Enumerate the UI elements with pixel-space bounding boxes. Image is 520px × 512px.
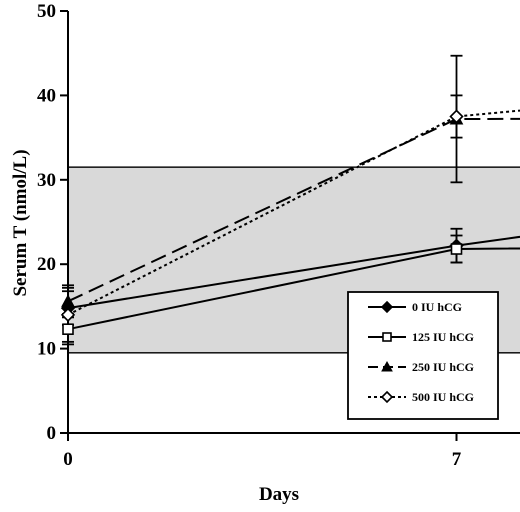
y-tick-label: 30 [37, 170, 56, 191]
legend-marker-0-iu-hcg [380, 300, 394, 314]
legend-label-0-iu-hcg: 0 IU hCG [412, 300, 462, 314]
x-axis-title: Days [259, 484, 299, 505]
x-tick-label: 7 [452, 449, 462, 470]
data-point-250-iu-hcg [61, 294, 75, 307]
data-point-125-iu-hcg [62, 323, 74, 335]
y-axis-title: Serum T (nmol/L) [10, 149, 31, 296]
data-point-500-iu-hcg [60, 307, 76, 322]
legend-label-125-iu-hcg: 125 IU hCG [412, 330, 474, 344]
data-point-500-iu-hcg [449, 109, 464, 124]
legend-marker-500-iu-hcg [380, 390, 394, 404]
series-line-500-iu-hcg [67, 109, 520, 316]
legend-marker-125-iu-hcg [382, 332, 392, 342]
y-tick-label: 10 [37, 339, 56, 360]
data-point-125-iu-hcg [450, 243, 463, 255]
legend-label-250-iu-hcg: 250 IU hCG [412, 360, 474, 374]
y-tick-label: 0 [47, 423, 57, 444]
legend-marker-250-iu-hcg [381, 360, 393, 372]
legend-box [347, 291, 499, 420]
legend-label-500-iu-hcg: 500 IU hCG [412, 390, 474, 404]
series-line-0-iu-hcg [67, 235, 520, 310]
series-line-250-iu-hcg [67, 117, 520, 303]
x-tick-label: 0 [63, 449, 73, 470]
series-line-125-iu-hcg [67, 247, 520, 331]
y-tick-label: 20 [37, 254, 56, 275]
y-tick-label: 50 [37, 1, 56, 22]
y-tick-label: 40 [37, 85, 56, 106]
